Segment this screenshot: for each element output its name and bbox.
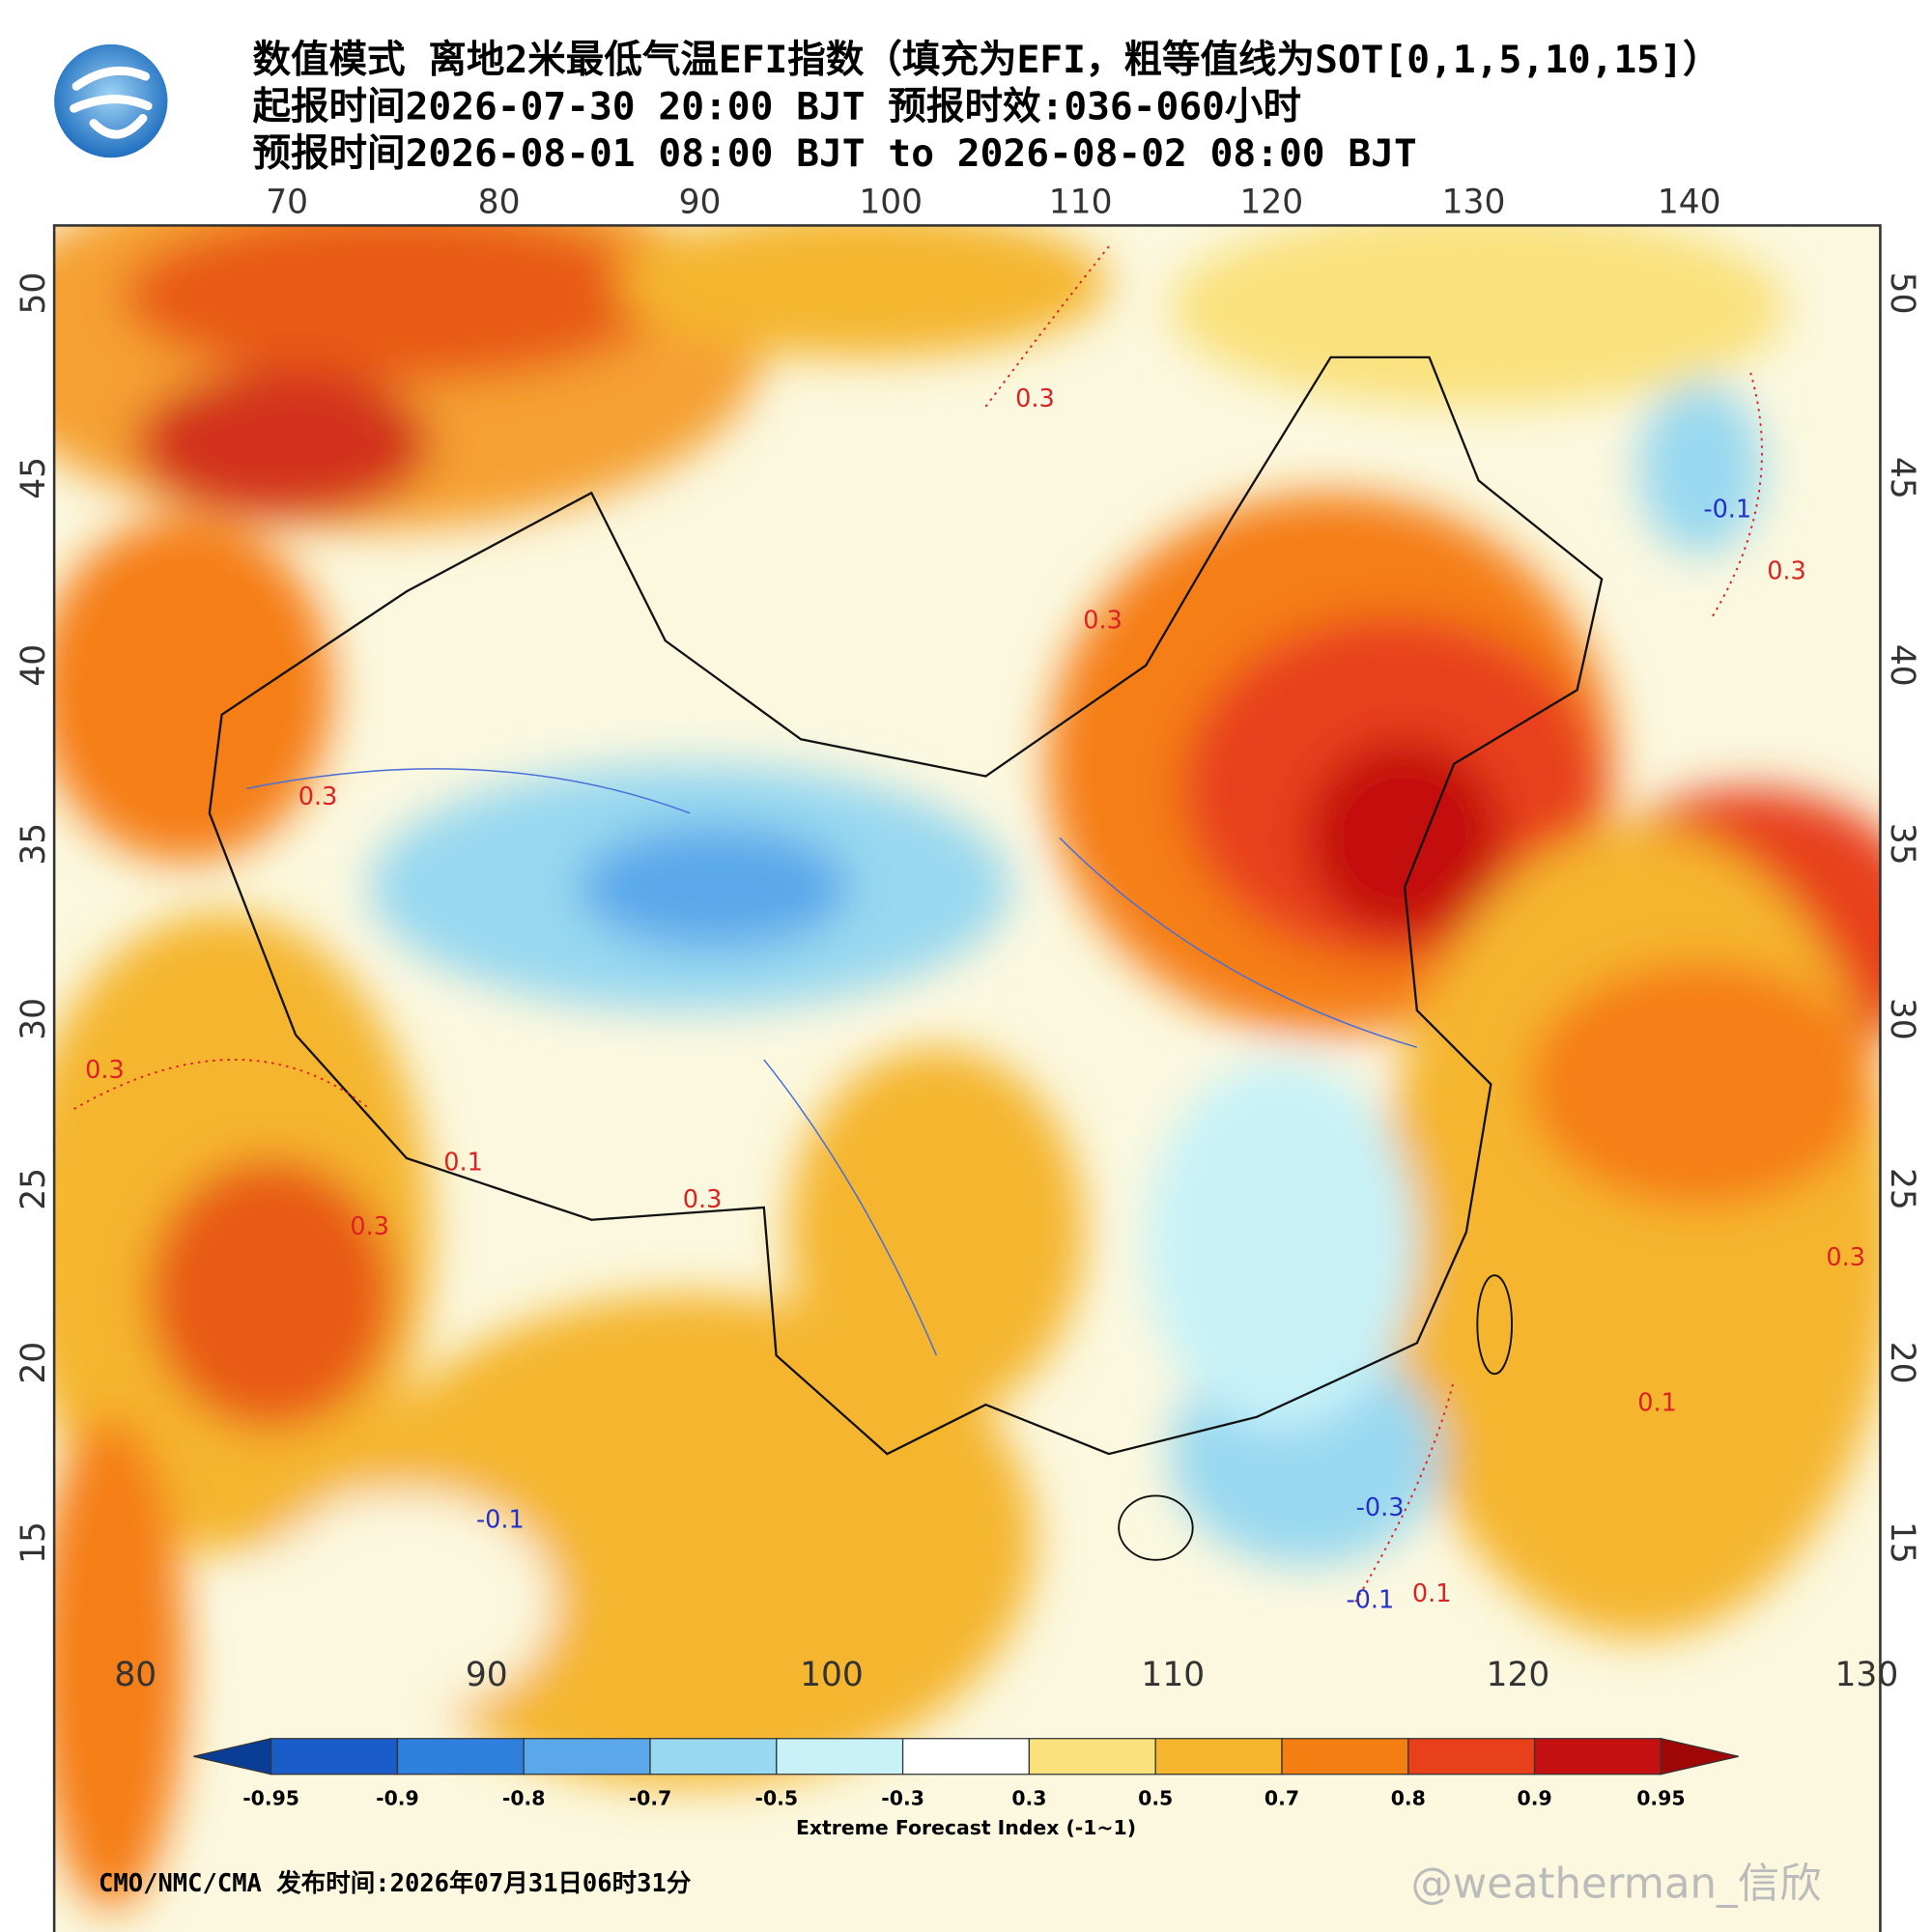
lat-label: 20 <box>1883 1342 1921 1384</box>
colorbar-box <box>1407 1738 1536 1776</box>
lat-label: 40 <box>1883 644 1921 687</box>
lat-label: 35 <box>14 823 53 866</box>
colorbar-tick-label: -0.9 <box>376 1787 419 1810</box>
watermark: @weatherman_信欣 <box>1410 1860 1821 1908</box>
lon-label: 80 <box>114 1656 156 1694</box>
colorbar-tick-label: 0.8 <box>1391 1787 1426 1810</box>
contour-label: -0.3 <box>1356 1493 1405 1522</box>
contour-label: 0.3 <box>683 1185 723 1214</box>
colorbar-box <box>270 1738 399 1776</box>
title-block: 数值模式 离地2米最低气温EFI指数（填充为EFI，粗等值线为SOT[0,1,5… <box>252 38 1720 176</box>
lat-label: 45 <box>1883 457 1921 499</box>
axes: 70 80 90 100 110 120 130 140 80 90 100 110 120 130 50 4… <box>14 184 1921 1694</box>
colorbar-tick-label: 0.95 <box>1636 1787 1685 1810</box>
colorbar: -0.95 -0.9 -0.8 -0.7 -0.5 -0.3 0.3 0.5 0.7 0.8 0.9… <box>193 1737 1739 1839</box>
colorbar-box <box>1028 1738 1156 1776</box>
lat-label: 25 <box>14 1168 53 1210</box>
colorbar-tick-label: 0.5 <box>1138 1787 1173 1810</box>
title-line: 起报时间2026-07-30 20:00 BJT 预报时效:036-060小时 <box>252 85 1301 129</box>
contour-label: 0.3 <box>1015 384 1055 413</box>
colorbar-tick-label: -0.7 <box>629 1787 672 1810</box>
colorbar-box <box>396 1738 525 1776</box>
lon-label: 80 <box>478 184 521 222</box>
contour-label: 0.1 <box>443 1149 483 1178</box>
contour-label: -0.1 <box>476 1506 525 1535</box>
lon-label: 110 <box>1049 184 1113 222</box>
contour-label: 0.3 <box>1767 556 1806 585</box>
contour-label: 0.3 <box>1826 1243 1865 1272</box>
contour-label: 0.1 <box>1637 1388 1677 1417</box>
colorbar-tick-label: 0.3 <box>1011 1787 1046 1810</box>
colorbar-box <box>523 1738 651 1776</box>
contour-label: -0.1 <box>1703 496 1751 525</box>
contour-label: 0.1 <box>1412 1579 1452 1608</box>
contour-label: 0.3 <box>1083 607 1122 636</box>
lat-label: 40 <box>14 644 53 687</box>
colorbar-box <box>776 1738 904 1776</box>
colorbar-label: Extreme Forecast Index (-1~1) <box>796 1816 1136 1839</box>
lon-label: 120 <box>1487 1656 1550 1694</box>
contour-label: 0.3 <box>350 1212 389 1241</box>
colorbar-tick-label: -0.95 <box>242 1787 299 1810</box>
colorbar-tick-label: -0.8 <box>502 1787 546 1810</box>
contour-label: 0.3 <box>298 782 338 811</box>
logo <box>54 43 168 158</box>
map-frame <box>52 224 1882 1932</box>
lat-label: 35 <box>1883 823 1921 866</box>
footer-source: CMO/NMC/CMA 发布时间:2026年07月31日06时31分 <box>99 1869 692 1898</box>
colorbar-box <box>901 1738 1031 1776</box>
colorbar-box <box>1533 1738 1662 1776</box>
lat-label: 30 <box>1883 998 1921 1040</box>
lon-label: 70 <box>266 184 308 222</box>
colorbar-box <box>1154 1738 1283 1776</box>
title-line: 数值模式 离地2米最低气温EFI指数（填充为EFI，粗等值线为SOT[0,1,5… <box>252 38 1720 82</box>
lon-label: 100 <box>859 184 923 222</box>
lon-label: 90 <box>466 1656 508 1694</box>
lon-label: 120 <box>1239 184 1303 222</box>
lat-label: 20 <box>14 1342 53 1384</box>
lon-label: 90 <box>679 184 722 222</box>
lat-label: 30 <box>14 998 53 1040</box>
colorbar-tick-label: -0.5 <box>755 1787 799 1810</box>
colorbar-tick-label: 0.7 <box>1264 1787 1299 1810</box>
lat-label: 25 <box>1883 1168 1921 1210</box>
lon-label: 130 <box>1835 1656 1899 1694</box>
contour-label: 0.3 <box>85 1056 125 1085</box>
colorbar-tick-label: 0.9 <box>1518 1787 1552 1810</box>
lon-label: 140 <box>1658 184 1721 222</box>
map <box>54 225 1881 1932</box>
lon-label: 130 <box>1442 184 1506 222</box>
title-line: 预报时间2026-08-01 08:00 BJT to 2026-08-02 0… <box>252 131 1416 176</box>
contour-label: -0.1 <box>1346 1586 1394 1615</box>
lat-label: 45 <box>14 457 53 499</box>
colorbar-tick-label: -0.3 <box>881 1787 924 1810</box>
colorbar-box <box>649 1738 778 1776</box>
lat-label: 50 <box>14 272 53 315</box>
lon-label: 110 <box>1141 1656 1205 1694</box>
colorbar-box <box>1281 1738 1409 1776</box>
colorbar-arrow <box>1660 1737 1739 1776</box>
lat-label: 15 <box>14 1521 53 1564</box>
lat-label: 50 <box>1883 272 1921 315</box>
lon-label: 100 <box>800 1656 864 1694</box>
lat-label: 15 <box>1883 1521 1921 1564</box>
